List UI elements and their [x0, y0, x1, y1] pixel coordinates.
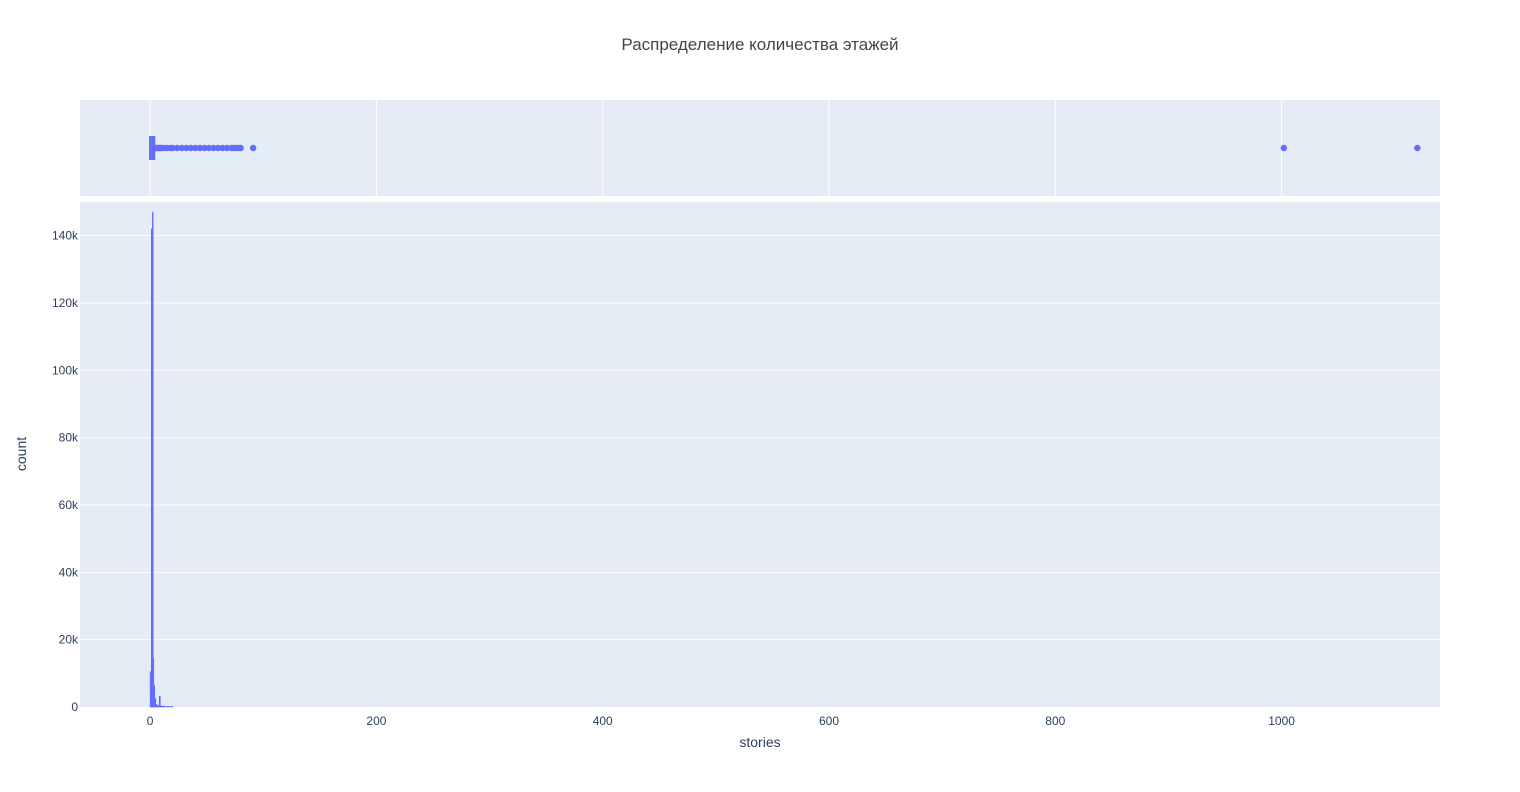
box-outlier-point [205, 144, 213, 152]
histogram-bar [158, 695, 161, 708]
histogram-bar [156, 705, 160, 708]
y-tick-label: 20k [59, 633, 79, 647]
box-outlier-point [249, 144, 257, 152]
y-tick-label: 60k [59, 498, 79, 512]
histogram-background [80, 202, 1440, 707]
x-tick-label: 400 [593, 714, 613, 728]
box-outlier-point [214, 144, 222, 152]
histogram-bar [153, 684, 155, 708]
histogram-grid [80, 235, 1440, 641]
y-tick-label: 40k [59, 565, 79, 579]
histogram-bar [152, 211, 154, 708]
box-outlier-point [192, 144, 199, 152]
box-outlier-point [223, 144, 231, 152]
y-tick-label: 120k [52, 296, 79, 310]
x-tick-label: 600 [819, 714, 839, 728]
box-outlier-point [237, 144, 244, 152]
x-tick-label: 800 [1045, 714, 1065, 728]
x-tick-label: 1000 [1268, 714, 1295, 728]
y-tick-label: 100k [52, 363, 79, 377]
x-axis-label: stories [739, 734, 780, 750]
y-tick-label: 80k [59, 431, 79, 445]
box-outlier-point [196, 144, 204, 152]
histogram-bars [149, 211, 174, 708]
y-tick-label: 140k [52, 229, 79, 243]
box-outlier-point [210, 144, 217, 152]
box-outlier-point [187, 144, 195, 152]
y-axis-ticks: 0 20k 40k 60k 80k 100k 120k 140k [52, 229, 79, 714]
box-plot-marks [149, 136, 1421, 160]
chart-title: Распределение количества этажей [621, 35, 898, 54]
histogram-bar [150, 228, 153, 708]
box-outlier-point [183, 144, 190, 152]
box-outlier-point [1280, 144, 1288, 152]
box-plot-background [80, 100, 1440, 196]
y-axis-label: count [13, 437, 29, 471]
histogram-bar [160, 705, 165, 708]
box-outlier-point [178, 144, 186, 152]
box-outlier-point [169, 144, 176, 152]
box-outlier-point [201, 144, 208, 152]
box-outlier-point [1414, 144, 1421, 152]
x-axis-ticks: 0 200 400 600 800 1000 [147, 714, 1295, 728]
histogram-bar [154, 698, 157, 708]
box-outlier-point [219, 144, 226, 152]
x-tick-label: 200 [366, 714, 386, 728]
y-tick-label: 0 [71, 700, 78, 714]
box-outlier-point [174, 144, 181, 152]
histogram-bar [163, 706, 174, 708]
x-tick-label: 0 [147, 714, 154, 728]
